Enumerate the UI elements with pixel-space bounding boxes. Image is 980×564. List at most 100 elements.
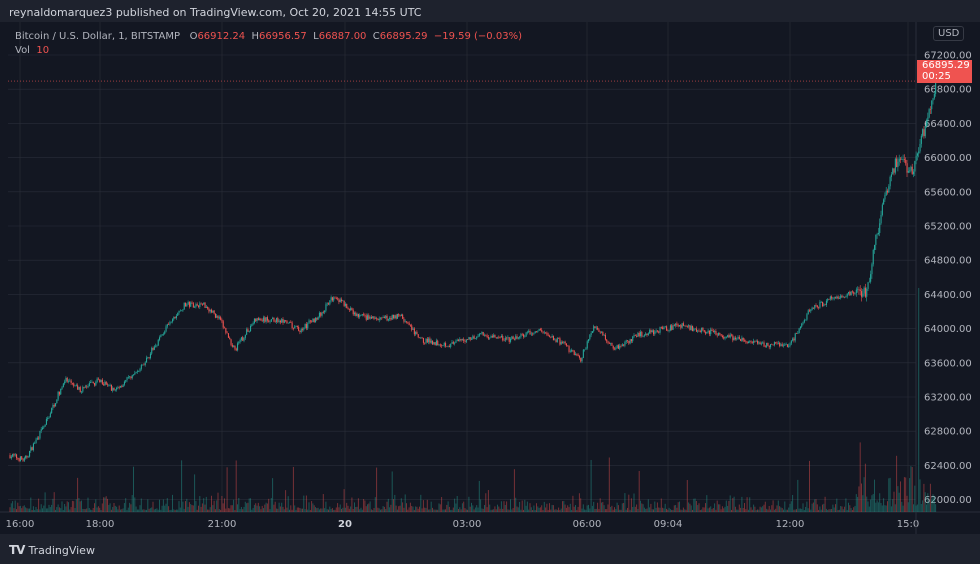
candle-body: [337, 298, 339, 300]
candle-body: [924, 126, 926, 137]
volume-bar: [835, 504, 836, 512]
candle-body: [222, 321, 224, 328]
candle-body: [66, 377, 68, 382]
volume-bar: [874, 479, 875, 512]
candle-body: [117, 387, 119, 388]
candle-body: [393, 314, 395, 319]
candle-body: [699, 331, 701, 333]
candle-body: [478, 334, 480, 336]
volume-bar: [122, 508, 124, 512]
candle-body: [26, 456, 28, 458]
volume-bar: [719, 504, 721, 512]
candle-body: [212, 310, 214, 313]
candle-body: [402, 314, 404, 319]
volume-bar: [377, 507, 379, 512]
candle-body: [577, 354, 579, 357]
volume-bar: [616, 502, 618, 512]
volume-bar: [909, 478, 911, 512]
volume-bar: [585, 509, 587, 512]
candle-body: [728, 335, 730, 338]
volume-bar: [770, 509, 771, 512]
candle-body: [120, 386, 122, 388]
candle-body: [255, 318, 257, 322]
candle-body: [104, 381, 106, 386]
candle-body: [469, 337, 471, 340]
candle-body: [298, 327, 300, 331]
volume-bar: [321, 508, 323, 512]
candle-body: [712, 330, 714, 333]
volume-bar: [718, 504, 719, 512]
candle-body: [779, 342, 781, 346]
candle-body: [188, 302, 190, 307]
candle-body: [235, 348, 237, 351]
symbol-name[interactable]: Bitcoin / U.S. Dollar, 1, BITSTAMP: [15, 31, 181, 42]
candle-body: [772, 344, 774, 346]
volume-bar: [348, 508, 350, 512]
candle-body: [725, 337, 727, 338]
volume-bar: [261, 505, 263, 512]
volume-bar: [568, 507, 570, 512]
volume-bar: [88, 507, 90, 512]
candle-body: [204, 302, 206, 308]
candle-body: [308, 320, 310, 324]
volume-bar: [338, 507, 340, 512]
volume-bar: [31, 509, 33, 512]
candle-body: [62, 383, 64, 388]
volume-bar: [712, 508, 714, 512]
candle-body: [753, 340, 755, 344]
volume-bar: [698, 503, 700, 512]
volume-bar: [447, 501, 449, 512]
candle-body: [630, 339, 632, 342]
volume-bar: [243, 506, 245, 512]
volume-bar: [582, 504, 584, 512]
volume-bar: [685, 509, 687, 512]
candle-body: [858, 289, 860, 291]
candle-body: [896, 158, 898, 168]
volume-bar: [221, 495, 223, 512]
candle-body: [751, 342, 753, 344]
volume-bar: [79, 501, 81, 512]
volume-bar: [789, 503, 791, 512]
volume-bar: [802, 503, 804, 512]
volume-bar: [491, 509, 493, 512]
candle-body: [39, 431, 41, 439]
candle-body: [681, 323, 683, 328]
candle-body: [923, 129, 925, 137]
candle-body: [464, 340, 466, 342]
volume-bar: [705, 503, 706, 512]
volume-bar: [734, 506, 736, 512]
candle-body: [365, 315, 367, 320]
volume-bar: [13, 508, 15, 512]
volume-bar: [902, 505, 904, 512]
candle-body: [840, 295, 842, 299]
candle-body: [472, 336, 474, 339]
volume-bar: [675, 505, 677, 512]
candle-body: [295, 325, 297, 327]
candle-body: [36, 437, 38, 440]
candle-body: [473, 336, 475, 339]
candle-body: [508, 337, 510, 342]
volume-bar: [317, 507, 319, 512]
volume-bar: [253, 504, 255, 512]
candle-body: [524, 336, 526, 338]
volume-bar: [225, 508, 227, 512]
candle-body: [91, 381, 93, 383]
candle-body: [634, 335, 636, 336]
footer-branding[interactable]: TV TradingView: [9, 543, 95, 557]
volume-bar: [452, 507, 454, 512]
candle-body: [398, 313, 400, 316]
currency-button[interactable]: USD: [933, 26, 965, 41]
volume-bar: [460, 509, 462, 512]
volume-bar: [212, 505, 214, 512]
candle-body: [73, 383, 75, 386]
candle-body: [426, 338, 428, 343]
candle-body: [344, 303, 346, 306]
candle-body: [744, 340, 746, 342]
volume-bar: [485, 493, 487, 512]
volume-bar: [669, 509, 671, 512]
candle-body: [170, 321, 172, 323]
candle-body: [302, 329, 304, 330]
volume-bar: [326, 509, 328, 512]
candle-body: [244, 334, 246, 338]
